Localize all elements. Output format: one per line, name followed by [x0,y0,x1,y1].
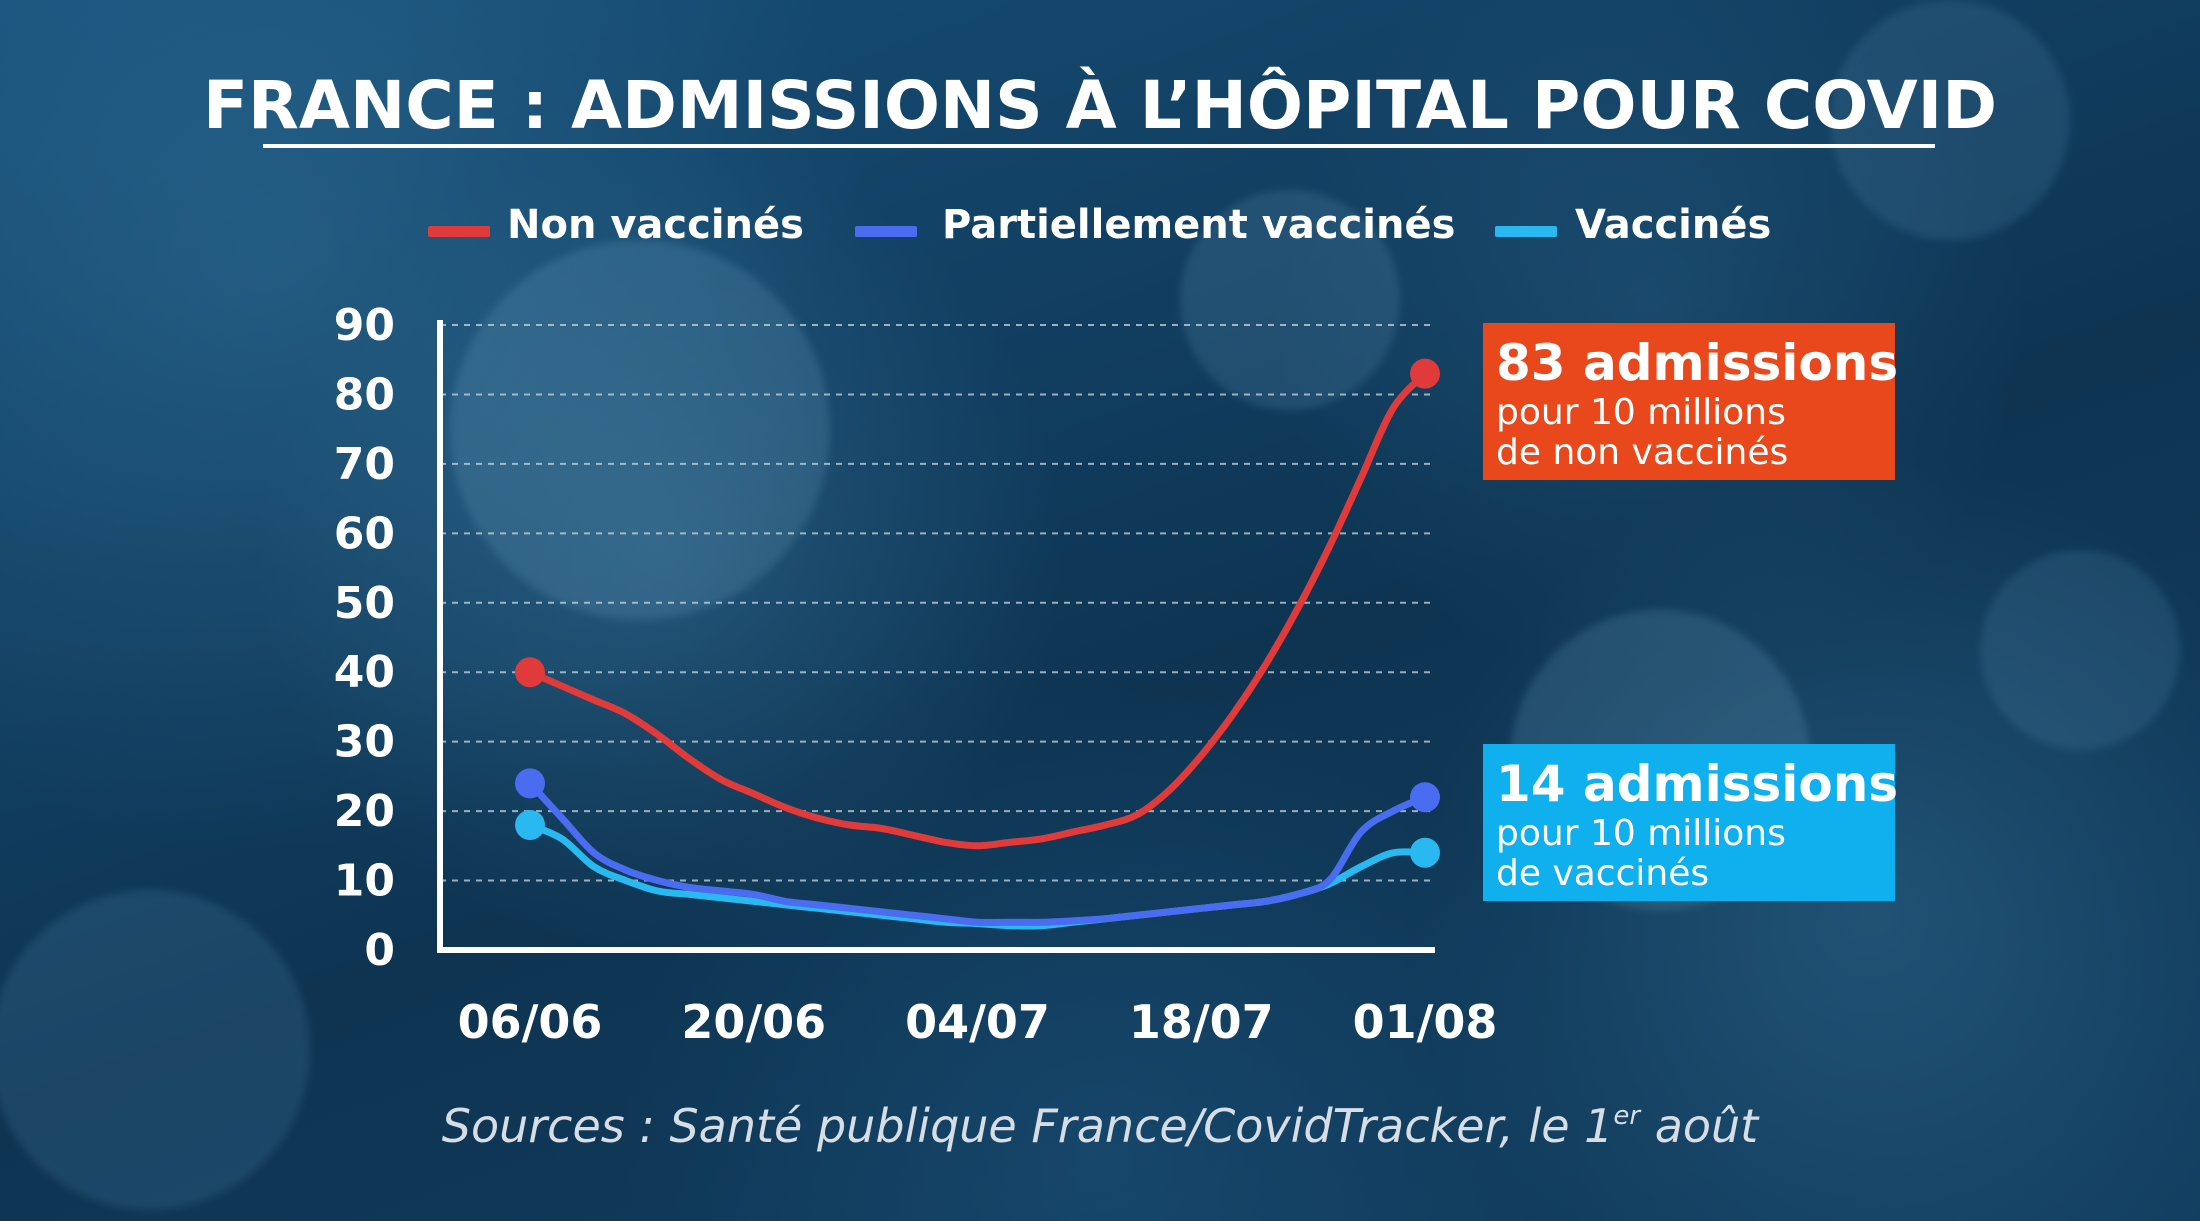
y-tick-label-90: 90 [334,300,395,351]
annotation-vaccines: 14 admissions pour 10 millions de vaccin… [1483,744,1898,901]
y-tick-label-0: 0 [364,925,395,976]
x-tick-label-20-06: 20/06 [681,995,826,1049]
y-tick-label-70: 70 [334,439,395,490]
y-tick-label-50: 50 [334,578,395,629]
legend-label-vaccines: Vaccinés [1575,202,1771,248]
legend-swatch-vaccines [1495,226,1557,237]
y-tick-label-80: 80 [334,369,395,420]
x-tick-label-06-06: 06/06 [458,995,603,1049]
source-superscript: er [1613,1101,1642,1131]
x-tick-label-04-07: 04/07 [905,995,1050,1049]
series-lines [526,370,1429,930]
series-line-non-vaccines [526,370,1429,850]
annotation-non-vaccines-line2: de non vaccinés [1496,432,1788,473]
annotation-non-vaccines: 83 admissions pour 10 millions de non va… [1483,323,1898,480]
y-tick-label-30: 30 [334,717,395,768]
series-line-vaccines [526,821,1429,930]
y-tick-label-40: 40 [334,647,395,698]
series-end-marker-vaccines [1410,837,1440,868]
x-axis-ticks: 06/06 20/06 04/07 18/07 01/08 [458,995,1498,1049]
series-endpoint-markers [515,358,1440,868]
annotation-vaccines-line2: de vaccinés [1496,853,1709,894]
series-end-marker-partiellement-vaccines [1410,782,1440,813]
series-start-marker-non-vaccines [515,657,545,688]
legend-label-non-vaccines: Non vaccinés [507,202,804,248]
legend: Non vaccinés Partiellement vaccinés Vacc… [428,202,1771,248]
gridlines [440,324,1435,882]
annotation-vaccines-headline: 14 admissions [1496,755,1898,813]
chart-title: FRANCE : ADMISSIONS À L’HÔPITAL POUR COV… [203,66,1997,144]
series-line-partiellement-vaccines [526,779,1429,926]
legend-swatch-non-vaccines [428,226,490,237]
y-tick-label-10: 10 [334,856,395,907]
series-end-marker-non-vaccines [1410,358,1440,389]
y-tick-label-20: 20 [334,786,395,837]
source-note: Sources : Santé publique France/CovidTra… [442,1099,1760,1153]
legend-label-partiellement-vaccines: Partiellement vaccinés [942,202,1455,248]
x-tick-label-18-07: 18/07 [1129,995,1274,1049]
series-start-marker-vaccines [515,810,545,840]
annotation-vaccines-box [1483,744,1895,901]
y-axis-ticks: 0 10 20 30 40 50 60 70 80 90 [334,300,395,976]
series-start-marker-partiellement-vaccines [515,768,545,799]
annotation-vaccines-line1: pour 10 millions [1496,813,1786,854]
legend-swatch-partiellement-vaccines [855,226,917,237]
annotation-non-vaccines-line1: pour 10 millions [1496,392,1786,433]
y-tick-label-60: 60 [334,508,395,559]
x-tick-label-01-08: 01/08 [1353,995,1498,1049]
source-suffix: août [1640,1099,1760,1153]
source-text: Sources : Santé publique France/CovidTra… [442,1099,1614,1153]
annotation-non-vaccines-headline: 83 admissions [1496,334,1898,392]
annotation-non-vaccines-box [1483,323,1895,480]
